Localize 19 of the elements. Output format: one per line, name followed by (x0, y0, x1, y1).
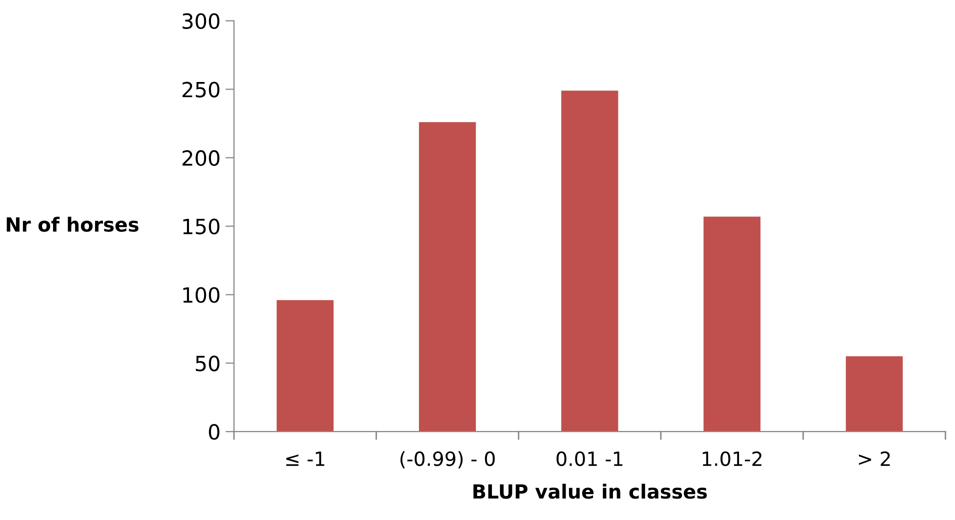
y-tick-label: 50 (196, 356, 220, 372)
bar (561, 90, 618, 432)
x-tick-label: (-0.99) - 0 (400, 451, 495, 468)
x-tick-label: 0.01 -1 (556, 451, 622, 466)
x-axis-title: BLUP value in classes (473, 484, 707, 499)
bar (846, 356, 903, 432)
x-tick-label: > 2 (858, 451, 890, 466)
y-tick-label: 300 (182, 13, 220, 30)
y-tick-label: 250 (182, 82, 220, 98)
y-tick-label: 0 (208, 424, 220, 440)
y-tick-label: 150 (183, 218, 220, 234)
y-tick-label: 100 (183, 287, 220, 303)
y-tick-label: 200 (182, 150, 220, 166)
bar (418, 122, 476, 432)
x-tick-label: 1.01-2 (702, 451, 762, 466)
bar (704, 216, 760, 432)
bar (276, 300, 334, 432)
y-axis-title: Nr of horses (6, 216, 138, 232)
x-tick-label: ≤ -1 (286, 452, 324, 466)
